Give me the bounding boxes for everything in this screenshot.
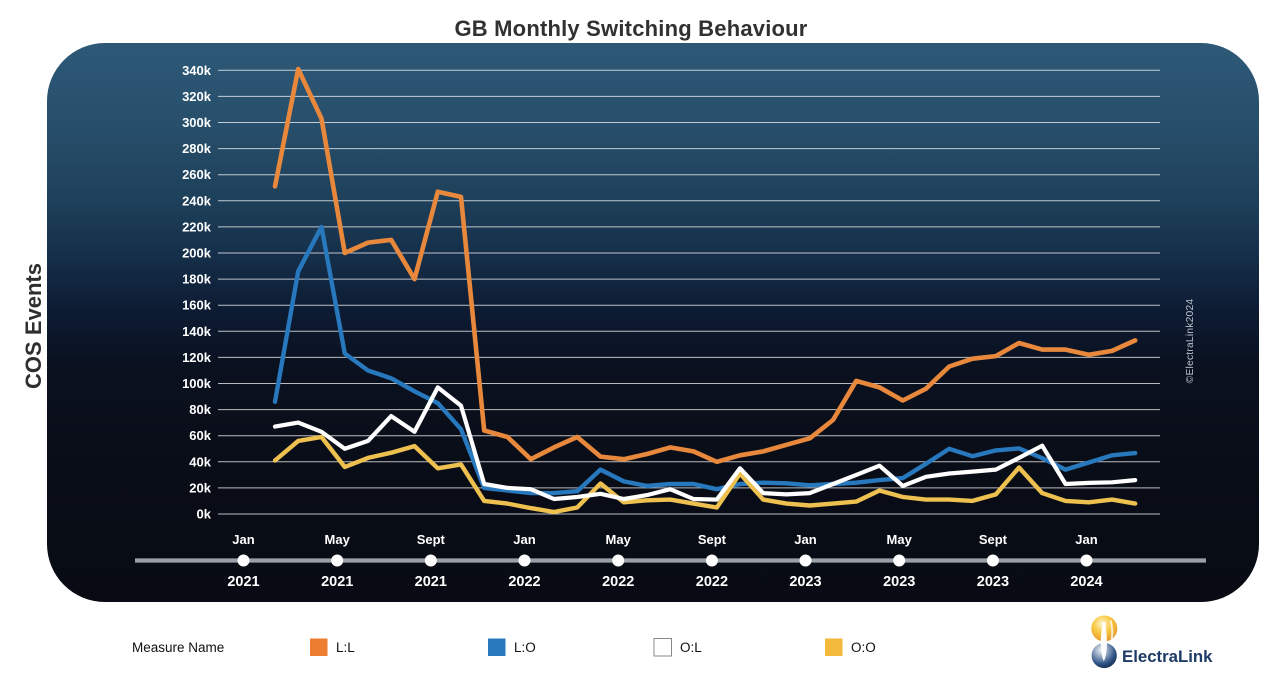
svg-text:260k: 260k xyxy=(182,167,212,182)
svg-text:80k: 80k xyxy=(189,402,211,417)
svg-text:2023: 2023 xyxy=(789,574,821,590)
svg-text:Jan: Jan xyxy=(232,532,254,547)
svg-text:2024: 2024 xyxy=(1070,574,1102,590)
svg-text:O:L: O:L xyxy=(680,640,702,655)
svg-text:240k: 240k xyxy=(182,193,212,208)
svg-text:May: May xyxy=(325,532,351,547)
svg-text:280k: 280k xyxy=(182,141,212,156)
svg-text:180k: 180k xyxy=(182,272,212,287)
svg-text:60k: 60k xyxy=(189,428,211,443)
svg-text:2022: 2022 xyxy=(508,574,540,590)
svg-text:40k: 40k xyxy=(189,454,211,469)
svg-text:May: May xyxy=(887,532,913,547)
svg-text:160k: 160k xyxy=(182,298,212,313)
svg-text:Sept: Sept xyxy=(979,532,1008,547)
svg-text:Jan: Jan xyxy=(513,532,535,547)
svg-text:ElectraLink: ElectraLink xyxy=(1122,647,1213,666)
svg-text:2023: 2023 xyxy=(883,574,915,590)
svg-text:Sept: Sept xyxy=(417,532,446,547)
svg-text:2021: 2021 xyxy=(321,574,353,590)
svg-text:2023: 2023 xyxy=(977,574,1009,590)
svg-text:120k: 120k xyxy=(182,350,212,365)
svg-text:2021: 2021 xyxy=(415,574,447,590)
svg-text:2022: 2022 xyxy=(602,574,634,590)
svg-text:Jan: Jan xyxy=(1075,532,1097,547)
svg-text:L:L: L:L xyxy=(336,640,355,655)
svg-text:0k: 0k xyxy=(197,507,212,522)
svg-text:Jan: Jan xyxy=(794,532,816,547)
svg-text:340k: 340k xyxy=(182,63,212,78)
svg-text:20k: 20k xyxy=(189,480,211,495)
svg-text:200k: 200k xyxy=(182,246,212,261)
svg-text:O:O: O:O xyxy=(851,640,876,655)
svg-text:©ElectraLink2024: ©ElectraLink2024 xyxy=(1185,299,1196,384)
svg-text:2021: 2021 xyxy=(227,574,259,590)
svg-text:May: May xyxy=(606,532,632,547)
svg-text:220k: 220k xyxy=(182,219,212,234)
svg-text:GB Monthly Switching Behaviour: GB Monthly Switching Behaviour xyxy=(454,16,807,41)
svg-text:L:O: L:O xyxy=(514,640,536,655)
svg-text:140k: 140k xyxy=(182,324,212,339)
svg-text:100k: 100k xyxy=(182,376,212,391)
svg-text:320k: 320k xyxy=(182,89,212,104)
svg-text:300k: 300k xyxy=(182,115,212,130)
svg-text:Sept: Sept xyxy=(698,532,727,547)
svg-text:2022: 2022 xyxy=(696,574,728,590)
svg-text:Measure Name: Measure Name xyxy=(132,640,224,655)
svg-text:COS Events: COS Events xyxy=(21,263,46,389)
